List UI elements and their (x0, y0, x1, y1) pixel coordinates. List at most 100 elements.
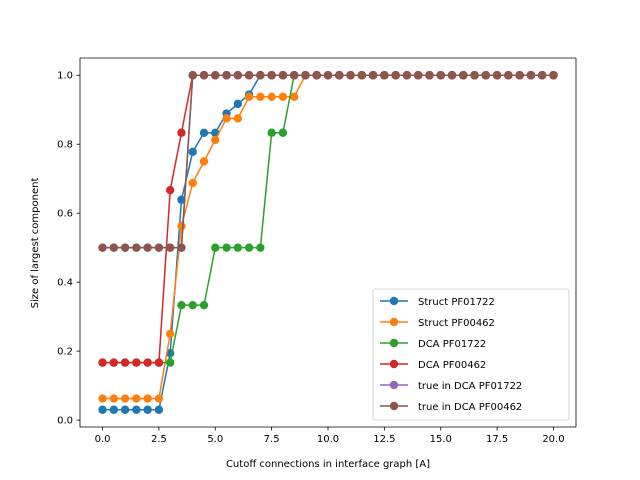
data-point (267, 92, 276, 102)
legend-label: Struct PF00462 (418, 318, 495, 329)
legend-box (372, 288, 570, 421)
data-point (402, 71, 412, 80)
data-point (492, 71, 502, 80)
data-point (256, 71, 265, 80)
data-point (143, 405, 152, 414)
data-point (312, 71, 321, 80)
legend-marker (389, 401, 399, 411)
data-point (211, 243, 220, 252)
y-tick-label: 1.0 (57, 71, 73, 82)
data-point (244, 243, 254, 252)
data-point (537, 71, 547, 80)
data-point (447, 71, 457, 80)
legend-label: true in DCA PF01722 (418, 381, 522, 392)
legend-item: DCA PF01722 (380, 338, 486, 350)
data-point (256, 92, 265, 102)
legend-marker (389, 359, 399, 369)
data-point (154, 405, 164, 414)
data-point (222, 243, 231, 252)
data-point (289, 71, 299, 80)
legend-label: true in DCA PF00462 (418, 402, 522, 413)
legend-item: Struct PF00462 (380, 317, 495, 329)
data-point (459, 71, 468, 80)
legend-marker (389, 338, 399, 348)
data-point (211, 135, 220, 145)
data-point (199, 128, 209, 138)
data-point (199, 300, 209, 310)
data-point (132, 358, 141, 367)
legend-marker (389, 317, 399, 327)
y-tick-label: 0.2 (57, 347, 73, 358)
data-point (323, 71, 333, 80)
data-point (233, 243, 243, 252)
data-point (244, 92, 254, 102)
data-point (470, 71, 479, 80)
data-point (154, 394, 164, 403)
data-point (233, 71, 243, 80)
data-point (233, 99, 243, 109)
x-tick-label: 15.0 (430, 434, 452, 445)
data-point (177, 300, 186, 310)
data-point (278, 128, 288, 137)
x-tick-label: 12.5 (373, 434, 395, 445)
data-point (132, 243, 141, 252)
data-point (109, 394, 119, 403)
legend: Struct PF01722 Struct PF00462 DCA PF01722 D… (372, 288, 570, 421)
data-point (233, 114, 243, 123)
data-point (278, 71, 288, 80)
data-point (199, 71, 209, 80)
data-point (526, 71, 536, 80)
legend-item: Struct PF01722 (380, 296, 495, 308)
data-point (177, 221, 186, 231)
y-tick-label: 0.6 (57, 209, 73, 220)
legend-item: DCA PF00462 (380, 359, 486, 371)
data-point (177, 243, 186, 252)
data-point (425, 71, 434, 80)
data-point (267, 71, 276, 80)
legend-marker (389, 380, 399, 390)
y-axis-label: Size of largest component (30, 178, 41, 309)
x-tick-label: 0.0 (95, 434, 111, 445)
data-point (289, 92, 299, 102)
data-point (256, 243, 265, 252)
data-point (301, 71, 310, 80)
data-point (143, 358, 152, 367)
y-tick-label: 0.8 (57, 140, 73, 151)
legend-label: DCA PF00462 (418, 360, 486, 371)
data-point (177, 195, 186, 204)
x-tick-label: 2.5 (151, 434, 167, 445)
data-point (143, 243, 152, 252)
legend-item: true in DCA PF01722 (380, 380, 522, 392)
x-tick-label: 17.5 (486, 434, 508, 445)
data-point (120, 358, 130, 367)
data-point (98, 405, 107, 414)
data-point (98, 394, 107, 403)
data-point (154, 358, 164, 367)
data-point (222, 71, 231, 80)
data-point (481, 71, 491, 80)
legend-marker (389, 296, 399, 306)
data-point (380, 71, 389, 80)
data-point (98, 243, 107, 252)
legend-label: DCA PF01722 (418, 339, 486, 350)
data-point (211, 71, 220, 80)
legend-label: Struct PF01722 (418, 297, 495, 308)
data-point (278, 92, 288, 102)
data-point (132, 394, 141, 403)
data-point (165, 185, 175, 195)
y-axis: 0.0 0.2 0.4 0.6 0.8 1.0 (57, 71, 80, 427)
data-point (154, 243, 164, 252)
y-tick-label: 0.0 (57, 416, 73, 427)
series-5 (98, 71, 558, 252)
data-point (335, 71, 344, 80)
data-point (515, 71, 524, 80)
data-point (98, 358, 107, 367)
x-tick-label: 10.0 (317, 434, 339, 445)
data-point (132, 405, 141, 414)
x-axis: 0.0 2.5 5.0 7.5 10.0 12.5 15.0 17.5 20.0 (95, 427, 565, 445)
data-point (346, 71, 355, 80)
data-point (391, 71, 400, 80)
data-point (120, 394, 130, 403)
data-point (199, 157, 209, 166)
